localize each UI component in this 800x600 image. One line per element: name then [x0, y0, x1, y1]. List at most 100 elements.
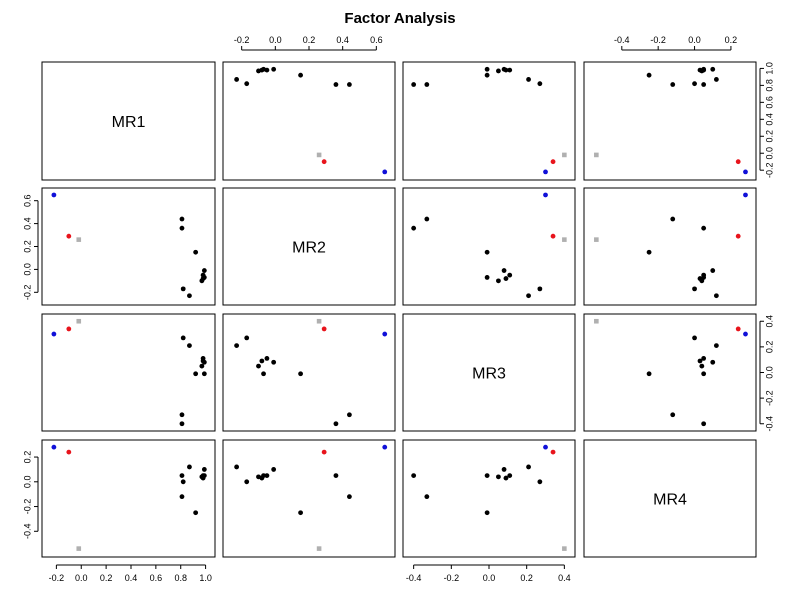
point-mr1-vs-mr3-12	[562, 152, 567, 158]
point-mr3-vs-mr1-4	[200, 358, 206, 364]
point-mr4-vs-mr2-7	[333, 473, 339, 479]
point-mr1-vs-mr3-10	[550, 159, 556, 165]
point-mr3-vs-mr4-10	[735, 326, 741, 332]
tick-label-top-mr2-2: 0.2	[303, 35, 316, 45]
tick-label-top-mr2-1: 0.0	[269, 35, 282, 45]
point-mr4-vs-mr2-5	[298, 510, 303, 516]
point-mr2-vs-mr1-11	[51, 192, 57, 198]
tick-label-bottom-mr1-2: 0.2	[100, 573, 113, 583]
panel-frame-mr4-mr4	[583, 439, 757, 558]
point-mr3-vs-mr1-11	[51, 331, 57, 337]
tick-label-top-mr4-3: 0.2	[725, 35, 738, 45]
point-mr4-vs-mr1-5	[193, 510, 199, 516]
point-mr2-vs-mr3-11	[543, 192, 548, 198]
point-mr4-vs-mr1-10	[66, 449, 72, 455]
point-mr4-vs-mr1-11	[51, 444, 57, 450]
point-mr4-vs-mr2-8	[347, 494, 352, 500]
point-mr3-vs-mr1-7	[179, 421, 185, 427]
point-mr2-vs-mr4-8	[670, 216, 676, 222]
point-mr4-vs-mr2-12	[316, 546, 322, 551]
tick-label-top-mr4-1: -0.2	[650, 35, 666, 45]
tick-label-right-mr1-4: 0.6	[764, 96, 774, 109]
point-mr1-vs-mr2-5	[298, 72, 303, 78]
point-mr2-vs-mr1-8	[179, 216, 185, 222]
tick-label-top-mr2-0: -0.2	[234, 35, 250, 45]
tick-label-left-mr4-1: -0.2	[22, 499, 32, 515]
panel-frame-mr2-mr3	[402, 187, 576, 306]
point-mr3-vs-mr4-9	[692, 335, 697, 341]
point-mr2-vs-mr3-7	[411, 225, 417, 231]
panel-frame-mr1-mr3	[402, 61, 576, 181]
point-mr2-vs-mr1-12	[76, 237, 82, 242]
tick-label-left-mr2-4: 0.6	[22, 194, 32, 207]
point-mr2-vs-mr3-2	[496, 278, 501, 284]
tick-label-right-mr1-5: 0.8	[764, 79, 774, 92]
panel-frame-mr1-mr4	[583, 61, 757, 181]
tick-label-bottom-mr1-3: 0.4	[125, 573, 138, 583]
diagonal-label-mr1: MR1	[112, 114, 146, 131]
tick-label-bottom-mr3-4: 0.4	[558, 573, 571, 583]
point-mr3-vs-mr2-9	[244, 335, 250, 341]
point-mr1-vs-mr4-5	[646, 72, 652, 78]
point-mr2-vs-mr3-6	[526, 293, 531, 299]
tick-label-top-mr4-2: 0.0	[688, 35, 701, 45]
panel-frame-mr3-mr2	[222, 313, 396, 432]
point-mr2-vs-mr4-3	[701, 275, 707, 280]
tick-label-right-mr1-0: -0.2	[764, 162, 774, 178]
point-mr4-vs-mr1-8	[179, 494, 185, 500]
point-mr4-vs-mr3-11	[543, 444, 548, 450]
tick-label-left-mr2-3: 0.4	[22, 217, 32, 230]
tick-label-right-mr1-6: 1.0	[764, 62, 774, 75]
point-mr4-vs-mr3-0	[507, 473, 513, 479]
diagonal-label-mr2: MR2	[292, 240, 326, 257]
point-mr3-vs-mr4-3	[701, 371, 707, 377]
point-mr3-vs-mr4-4	[697, 358, 703, 364]
tick-label-top-mr2-4: 0.6	[370, 35, 383, 45]
tick-label-bottom-mr1-4: 0.6	[150, 573, 163, 583]
panel-frame-mr2-mr4	[583, 187, 757, 306]
panel-frame-mr3-mr3	[402, 313, 576, 432]
point-mr1-vs-mr3-4	[503, 67, 509, 73]
point-mr4-vs-mr3-4	[503, 475, 509, 481]
panel-frame-mr2-mr1	[41, 187, 216, 306]
point-mr4-vs-mr1-6	[187, 464, 192, 470]
point-mr3-vs-mr4-5	[646, 371, 652, 377]
point-mr1-vs-mr4-1	[710, 66, 716, 72]
point-mr2-vs-mr3-0	[507, 272, 513, 278]
point-mr3-vs-mr1-9	[180, 335, 186, 341]
point-mr2-vs-mr4-10	[735, 233, 741, 239]
tick-label-left-mr2-0: -0.2	[22, 285, 32, 301]
point-mr1-vs-mr2-6	[234, 77, 240, 82]
panel-frame-mr3-mr1	[41, 313, 216, 432]
point-mr2-vs-mr3-9	[537, 286, 543, 292]
point-mr2-vs-mr1-10	[66, 233, 72, 239]
point-mr1-vs-mr3-3	[484, 66, 490, 72]
point-mr3-vs-mr4-6	[713, 343, 719, 348]
panel-frame-mr1-mr1	[41, 61, 216, 181]
point-mr2-vs-mr4-9	[692, 286, 697, 292]
point-mr3-vs-mr2-3	[261, 371, 266, 377]
panel-frame-mr4-mr2	[222, 439, 396, 558]
point-mr1-vs-mr2-1	[271, 66, 277, 72]
point-mr3-vs-mr1-6	[187, 343, 192, 348]
point-mr4-vs-mr2-9	[244, 479, 250, 485]
chart-title: Factor Analysis	[344, 10, 456, 27]
point-mr3-vs-mr2-8	[347, 412, 352, 418]
tick-label-right-mr3-0: -0.4	[764, 416, 774, 432]
point-mr4-vs-mr1-9	[180, 479, 186, 485]
point-mr3-vs-mr4-12	[594, 318, 599, 324]
tick-label-right-mr3-4: 0.4	[764, 315, 774, 328]
panel-frame-mr1-mr2	[222, 61, 396, 181]
panel-frame-mr4-mr3	[402, 439, 576, 558]
tick-label-bottom-mr3-0: -0.4	[406, 573, 422, 583]
panel-frame-mr2-mr2	[222, 187, 396, 306]
tick-label-right-mr3-3: 0.2	[764, 341, 774, 354]
point-mr3-vs-mr2-10	[321, 326, 327, 332]
point-mr1-vs-mr2-8	[347, 82, 352, 87]
point-mr3-vs-mr4-0	[701, 356, 707, 361]
point-mr2-vs-mr3-1	[501, 268, 507, 273]
point-mr2-vs-mr4-4	[697, 276, 703, 281]
tick-label-bottom-mr1-6: 1.0	[199, 573, 212, 583]
point-mr1-vs-mr4-11	[743, 169, 748, 175]
